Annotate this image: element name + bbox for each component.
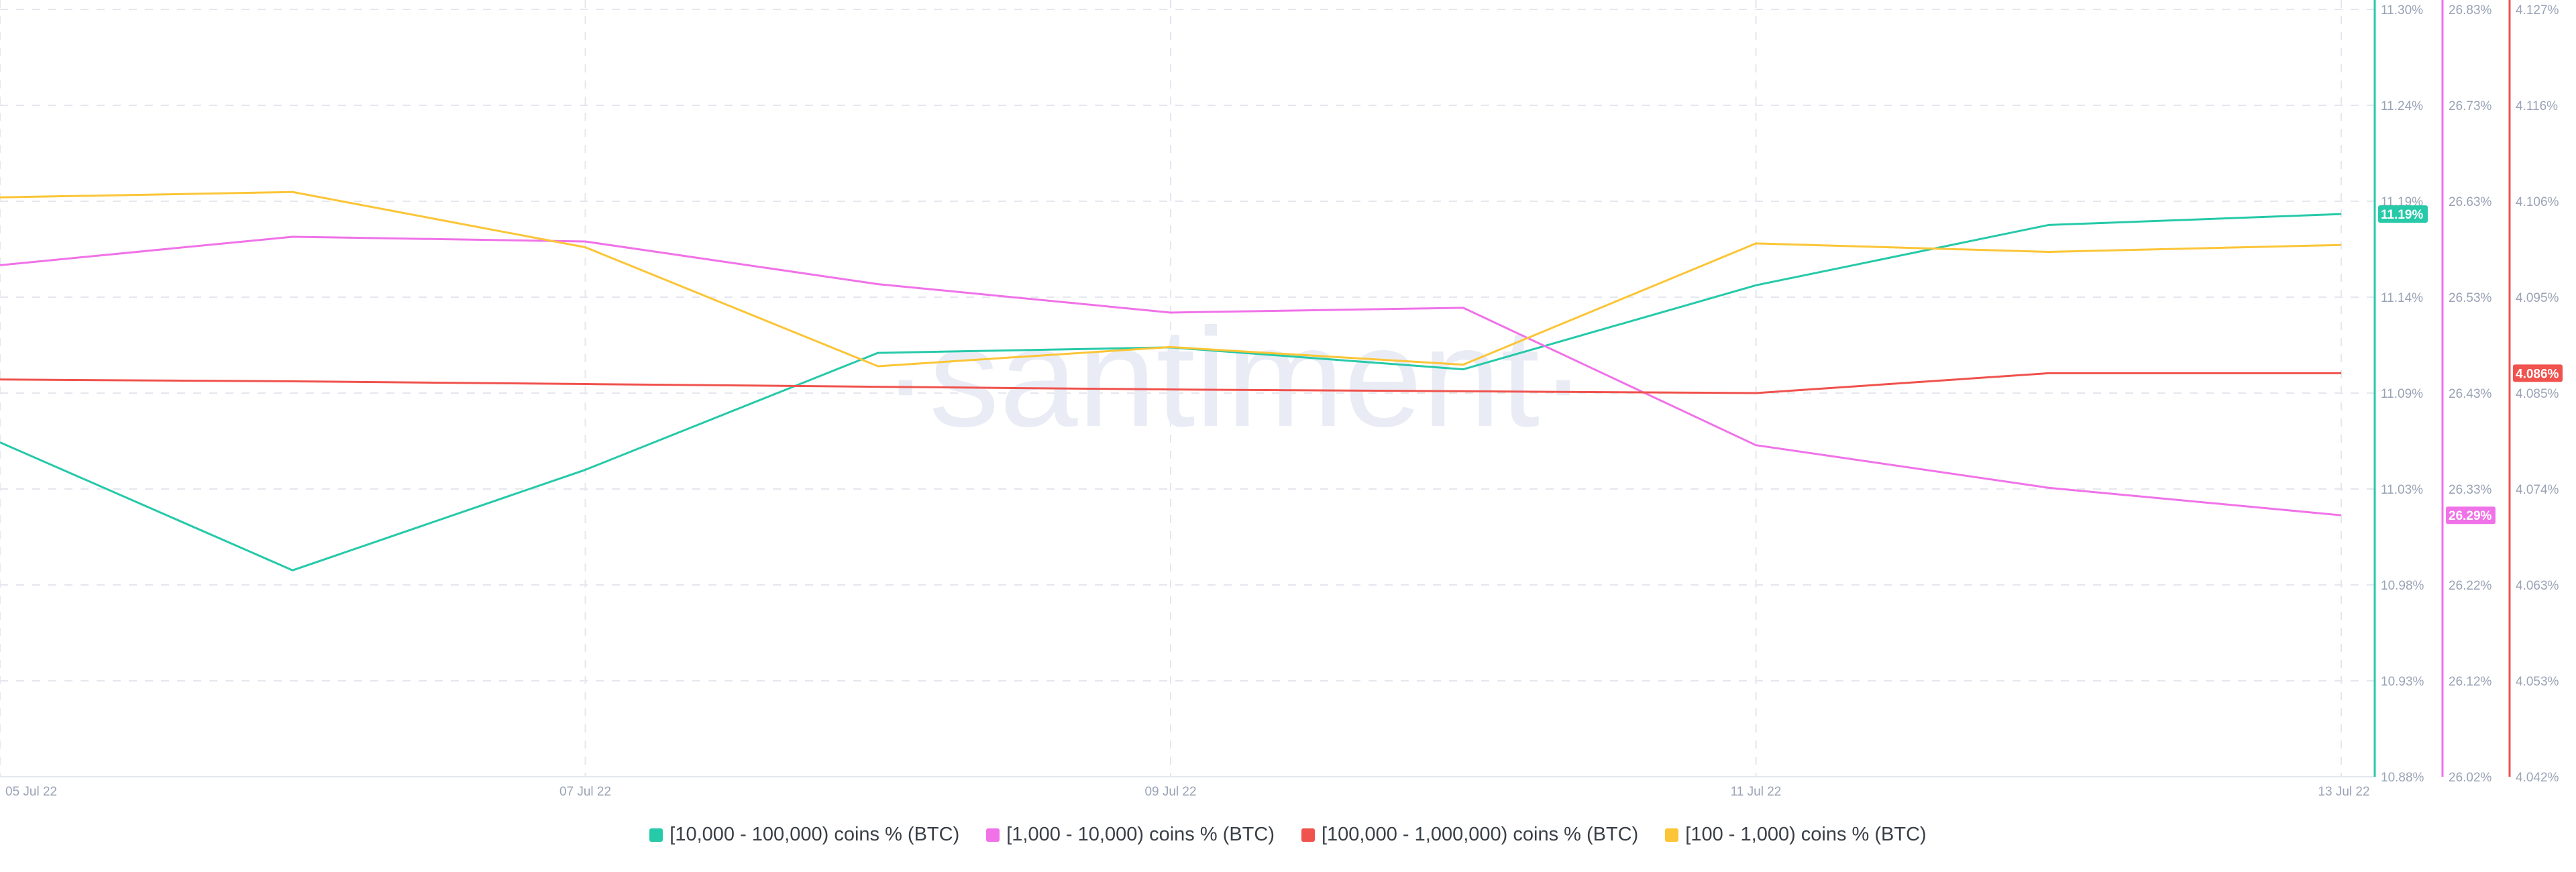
x-tick-label: 09 Jul 22 [1144, 785, 1196, 799]
y-tick-label: 4.127% [2516, 3, 2559, 17]
x-tick-label: 11 Jul 22 [1731, 785, 1782, 799]
y-tick-label: 11.30% [2381, 3, 2423, 17]
value-badge-label: 4.086% [2516, 367, 2559, 381]
value-badge [2378, 205, 2428, 223]
y-tick-label: 26.73% [2449, 99, 2492, 113]
legend-item[interactable]: [10,000 - 100,000) coins % (BTC) [649, 824, 959, 846]
y-tick-label: 4.106% [2516, 195, 2559, 209]
y-tick-label: 4.063% [2516, 579, 2559, 593]
legend-item[interactable]: [100,000 - 1,000,000) coins % (BTC) [1301, 824, 1638, 846]
legend-label: [100 - 1,000) coins % (BTC) [1685, 824, 1927, 845]
y-tick-label: 10.93% [2381, 675, 2424, 689]
y-tick-label: 26.63% [2449, 195, 2492, 209]
y-tick-label: 4.074% [2516, 483, 2559, 497]
series-line [0, 190, 2342, 368]
watermark: ·santiment· [882, 298, 1587, 456]
y-tick-label: 10.98% [2381, 579, 2424, 593]
legend-swatch [1301, 828, 1315, 842]
y-tick-label: 4.095% [2516, 291, 2559, 305]
value-badge [2513, 364, 2563, 382]
y-tick-label: 11.03% [2381, 483, 2423, 497]
legend-label: [1,000 - 10,000) coins % (BTC) [1006, 824, 1275, 845]
x-tick-label: 13 Jul 22 [2318, 785, 2369, 799]
value-badge-label: 26.29% [2449, 509, 2492, 523]
series-line [0, 372, 2341, 394]
y-tick-label: 26.33% [2449, 483, 2492, 497]
series-line [0, 235, 2342, 516]
legend-item[interactable]: [100 - 1,000) coins % (BTC) [1665, 824, 1927, 846]
y-tick-label: 26.43% [2449, 387, 2492, 401]
x-axis: 05 Jul 22 07 Jul 22 09 Jul 22 11 Jul 22 13 J… [5, 785, 2370, 799]
value-badge [2446, 506, 2496, 525]
y-tick-label: 26.02% [2449, 771, 2492, 785]
y-tick-label: 4.042% [2516, 771, 2559, 785]
legend-swatch [986, 828, 1000, 842]
legend-label: [100,000 - 1,000,000) coins % (BTC) [1321, 824, 1639, 845]
x-tick-label: 05 Jul 22 [5, 785, 57, 799]
y-tick-label: 26.53% [2449, 291, 2492, 305]
y-tick-label: 11.09% [2381, 387, 2423, 401]
legend-label: [10,000 - 100,000) coins % (BTC) [669, 824, 960, 845]
y-tick-label: 4.085% [2516, 387, 2559, 401]
y-tick-label: 11.14% [2381, 291, 2423, 305]
legend: [10,000 - 100,000) coins % (BTC) [1,000 -… [0, 824, 2576, 846]
value-badges: 11.19% 26.29% 4.086% [2378, 205, 2563, 525]
legend-swatch [1665, 828, 1679, 842]
y-tick-label: 26.12% [2449, 675, 2492, 689]
value-badge-label: 11.19% [2381, 208, 2423, 222]
legend-item[interactable]: [1,000 - 10,000) coins % (BTC) [986, 824, 1275, 846]
y-tick-label: 11.24% [2381, 99, 2423, 113]
y-tick-label: 4.116% [2516, 99, 2558, 113]
y-tick-label: 26.22% [2449, 579, 2492, 593]
plot-area [0, 190, 2342, 571]
y-tick-label: 10.88% [2381, 771, 2424, 785]
grid [0, 0, 2375, 777]
y-tick-label: 4.053% [2516, 675, 2559, 689]
legend-swatch [649, 828, 663, 842]
y-axes: 11.30% 11.24% 11.19% 11.14% 11.09% 11.03% 10.9… [2373, 0, 2559, 785]
x-tick-label: 07 Jul 22 [559, 785, 611, 799]
chart: ·santiment· 05 Jul 22 07 Jul 22 09 Jul 22 1… [0, 0, 2563, 799]
y-tick-label: 26.83% [2449, 3, 2492, 17]
